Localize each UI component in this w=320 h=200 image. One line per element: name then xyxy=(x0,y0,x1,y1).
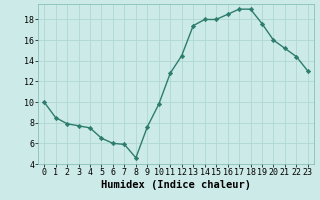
X-axis label: Humidex (Indice chaleur): Humidex (Indice chaleur) xyxy=(101,180,251,190)
